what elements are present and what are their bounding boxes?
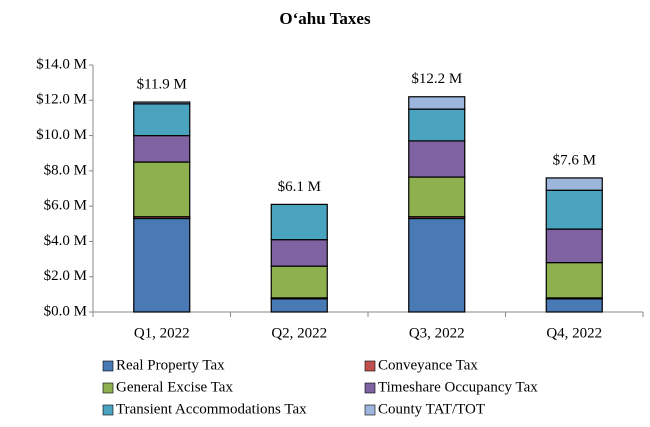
legend-swatch	[364, 382, 376, 394]
legend-label: Timeshare Occupancy Tax	[378, 379, 538, 395]
bar-segment	[133, 103, 191, 137]
y-tick-label: $2.0 M	[44, 268, 87, 284]
total-label: $7.6 M	[553, 152, 596, 168]
bar-segment	[408, 96, 466, 110]
x-tick-label: Q3, 2022	[409, 325, 465, 341]
total-label: $6.1 M	[278, 179, 321, 195]
bar-segment	[133, 134, 191, 163]
bar-segment	[408, 108, 466, 142]
legend-label: Real Property Tax	[116, 357, 225, 373]
bar-segment	[270, 265, 328, 299]
bar-segment	[545, 189, 603, 230]
bar-segment	[270, 203, 328, 241]
bar-segment	[270, 298, 328, 313]
y-tick-label: $14.0 M	[36, 56, 87, 72]
bar-segment	[408, 176, 466, 218]
total-label: $12.2 M	[411, 71, 462, 87]
bar-segment	[545, 298, 603, 313]
x-tick-label: Q2, 2022	[271, 325, 327, 341]
y-tick-label: $6.0 M	[44, 198, 87, 214]
legend-swatch	[364, 360, 376, 372]
bar-segment	[133, 161, 191, 218]
y-tick-label: $12.0 M	[36, 92, 87, 108]
bar-segment	[133, 217, 191, 313]
legend-swatch	[364, 404, 376, 416]
legend-label: General Excise Tax	[116, 379, 233, 395]
legend-swatch	[102, 360, 114, 372]
legend-swatch	[102, 382, 114, 394]
legend-label: Conveyance Tax	[378, 357, 478, 373]
legend-label: Transient Accommodations Tax	[116, 401, 307, 417]
bar-segment	[545, 262, 603, 299]
bar-segment	[408, 217, 466, 313]
bar-segment	[270, 239, 328, 267]
y-tick-label: $4.0 M	[44, 233, 87, 249]
bar-segment	[545, 177, 603, 191]
bar-segment	[133, 101, 191, 105]
bar-segment	[545, 228, 603, 264]
total-label: $11.9 M	[137, 76, 187, 92]
x-tick-label: Q4, 2022	[546, 325, 602, 341]
chart-title: O‘ahu Taxes	[279, 9, 371, 28]
y-tick-label: $0.0 M	[44, 303, 87, 319]
y-tick-label: $8.0 M	[44, 162, 87, 178]
y-tick-label: $10.0 M	[36, 127, 87, 143]
legend-swatch	[102, 404, 114, 416]
legend-label: County TAT/TOT	[378, 401, 485, 417]
bar-segment	[408, 140, 466, 178]
x-tick-label: Q1, 2022	[134, 325, 190, 341]
